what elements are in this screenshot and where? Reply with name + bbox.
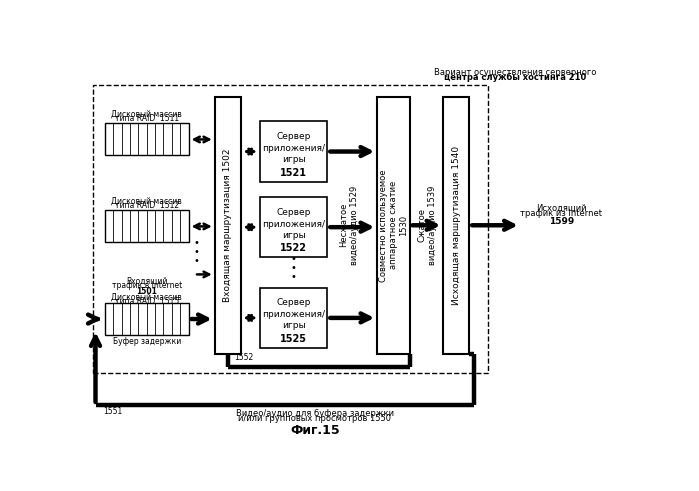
Text: Исходящий: Исходящий — [536, 204, 586, 213]
Text: трафик из Internet: трафик из Internet — [520, 210, 603, 218]
Bar — [105, 210, 189, 242]
Text: 1522: 1522 — [280, 244, 307, 253]
Bar — [215, 97, 240, 354]
Text: Сервер: Сервер — [276, 208, 310, 217]
Text: Несжатое
видео/аудио 1529: Несжатое видео/аудио 1529 — [339, 186, 359, 265]
Bar — [259, 288, 327, 348]
Text: Входящий: Входящий — [126, 276, 167, 285]
Bar — [105, 123, 189, 155]
Bar — [377, 97, 410, 354]
Text: Дисковый массив: Дисковый массив — [111, 196, 182, 205]
Text: 1501: 1501 — [136, 287, 157, 296]
Text: Фиг.15: Фиг.15 — [290, 424, 340, 436]
Text: 1551: 1551 — [103, 407, 123, 416]
Text: приложения/: приложения/ — [262, 219, 325, 229]
Text: Видео/аудио для буфера задержки: Видео/аудио для буфера задержки — [236, 409, 394, 418]
Text: типа RAID  1511: типа RAID 1511 — [115, 114, 179, 123]
Bar — [93, 85, 488, 373]
Text: Входящая маршрутизация 1502: Входящая маршрутизация 1502 — [223, 148, 232, 302]
Text: 1552: 1552 — [234, 353, 254, 362]
Text: и/или групповых просмотров 1550: и/или групповых просмотров 1550 — [238, 414, 391, 423]
Bar — [443, 97, 469, 354]
Text: приложения/: приложения/ — [262, 144, 325, 153]
Text: Сжатое
видео/аудио 1539: Сжатое видео/аудио 1539 — [417, 186, 437, 265]
Text: центра службы хостинга 210: центра службы хостинга 210 — [444, 73, 586, 82]
Text: типа RAID  1512: типа RAID 1512 — [115, 201, 179, 210]
Bar — [259, 197, 327, 257]
Text: Дисковый массив: Дисковый массив — [111, 109, 182, 118]
Text: приложения/: приложения/ — [262, 310, 325, 319]
Text: игры: игры — [282, 231, 305, 240]
Text: трафик в Internet: трафик в Internet — [112, 281, 182, 290]
Text: Сервер: Сервер — [276, 298, 310, 307]
Text: Вариант осуществления серверного: Вариант осуществления серверного — [434, 68, 596, 77]
Text: типа RAID  1515: типа RAID 1515 — [115, 297, 179, 306]
Text: Буфер задержки: Буфер задержки — [113, 337, 181, 346]
Text: Исходящая маршрутизация 1540: Исходящая маршрутизация 1540 — [452, 146, 461, 305]
Bar — [105, 303, 189, 335]
Text: 1525: 1525 — [280, 334, 307, 344]
Text: игры: игры — [282, 155, 305, 164]
Text: Совместно используемое
аппаратное сжатие
1530: Совместно используемое аппаратное сжатие… — [379, 169, 408, 281]
Text: Сервер: Сервер — [276, 132, 310, 141]
Text: 1599: 1599 — [549, 217, 574, 226]
Text: 1521: 1521 — [280, 168, 307, 178]
Text: •
•
•: • • • — [194, 238, 200, 266]
Text: Дисковый массив: Дисковый массив — [111, 292, 182, 301]
Bar — [259, 121, 327, 182]
Text: •
•
•: • • • — [291, 254, 296, 282]
Text: игры: игры — [282, 321, 305, 330]
